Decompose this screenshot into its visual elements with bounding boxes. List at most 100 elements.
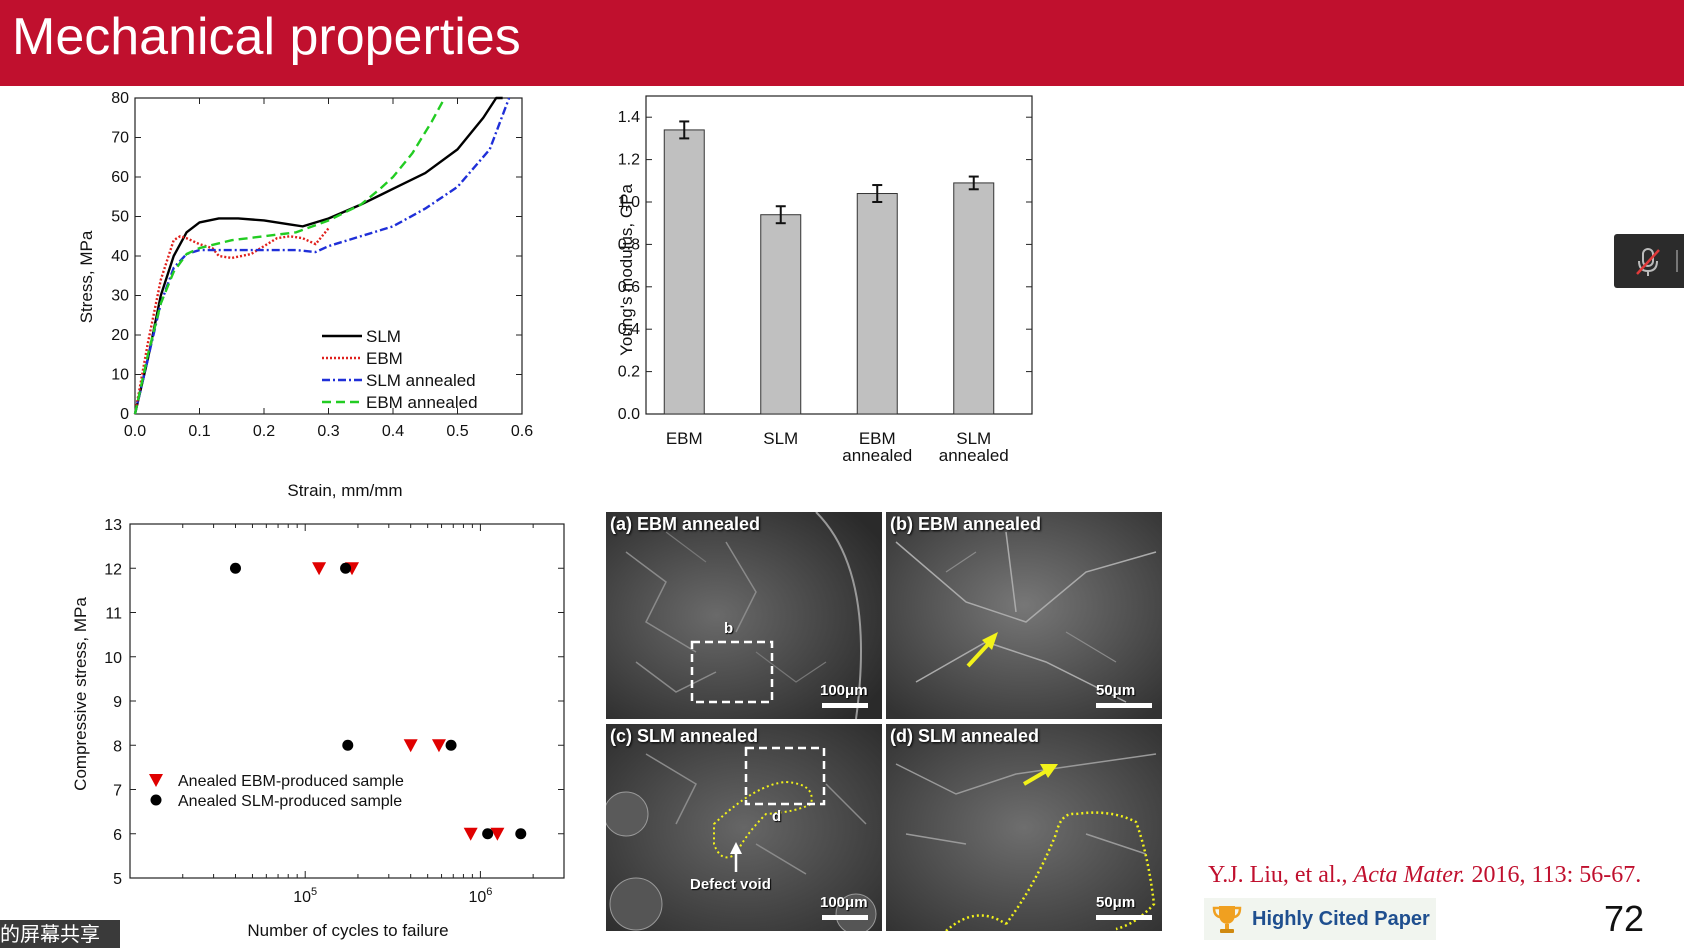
fatigue-plot-frame <box>129 523 565 879</box>
stress-strain-ytick-label: 0 <box>120 406 129 423</box>
meeting-mic-widget[interactable] <box>1614 234 1684 288</box>
stress-strain-ytick-label: 70 <box>111 130 129 147</box>
fatigue-point-ebm <box>403 739 418 753</box>
fatigue-point-slm <box>515 828 527 840</box>
modulus-ylabel: Young's modulus, GPa <box>617 184 636 356</box>
citation-rest: 2016, 113: 56-67. <box>1465 862 1642 888</box>
fatigue-point-slm <box>342 739 354 751</box>
stress-strain-ytick-label: 60 <box>111 169 129 186</box>
modulus-ytick-label: 1.4 <box>618 109 640 126</box>
micrograph-b-scale-bar <box>1096 703 1152 708</box>
micrograph-d-label: (d) SLM annealed <box>890 726 1040 746</box>
modulus-category-label: SLM <box>763 429 798 448</box>
fatigue-ylabel: Compressive stress, MPa <box>71 597 90 791</box>
fatigue-ytick-label: 5 <box>113 871 122 888</box>
modulus-plot-frame <box>645 95 1033 415</box>
micrograph-c-label: (c) SLM annealed <box>610 726 759 746</box>
stress-strain-ytick-label: 50 <box>111 209 129 226</box>
modulus-ytick-label: 0.4 <box>618 321 640 338</box>
micrograph-a-box-label: b <box>724 620 734 637</box>
page-number: 72 <box>1604 898 1645 939</box>
fatigue-point-ebm <box>490 827 505 841</box>
fatigue-ytick-label: 11 <box>105 606 122 623</box>
modulus-ytick-label: 1.0 <box>618 194 640 211</box>
fatigue-point-ebm <box>431 739 446 753</box>
stress-strain-chart: 0.0 0.1 0.2 0.3 0.4 0.5 0.6 0 10 20 30 40 50 60 70 80 S… <box>77 90 533 500</box>
stress-strain-series-slm <box>133 96 503 415</box>
micrograph-c-box-label: d <box>772 808 782 825</box>
stress-strain-ytick-label: 30 <box>111 288 129 305</box>
trophy-icon <box>1212 906 1242 933</box>
micrograph-a-label: (a) EBM annealed <box>610 514 761 534</box>
stress-strain-xtick-label: 0.5 <box>446 423 468 440</box>
stress-strain-ylabel: Stress, MPa <box>77 230 96 323</box>
stress-strain-series-ebm <box>133 227 330 415</box>
stress-strain-ytick-label: 40 <box>111 248 129 265</box>
fatigue-legend-label: Anealed EBM-produced sample <box>178 773 404 790</box>
screen-share-banner: 的屏幕共享 <box>0 920 120 948</box>
fatigue-legend-label: Anealed SLM-produced sample <box>178 793 402 810</box>
stress-strain-legend-label: EBM annealed <box>366 393 478 412</box>
highly-cited-badge: Highly Cited Paper <box>1204 898 1436 940</box>
citation: Y.J. Liu, et al., Acta Mater. 2016, 113:… <box>1208 862 1641 889</box>
micrograph-d-scale-label: 50μm <box>1096 894 1136 911</box>
modulus-ytick-label: 0.8 <box>618 236 640 253</box>
fatigue-ytick-label: 13 <box>104 517 122 534</box>
fatigue-ytick-label: 6 <box>113 827 122 844</box>
modulus-category-label: EBM <box>666 429 703 448</box>
fatigue-point-slm <box>340 562 352 574</box>
stress-strain-xtick-label: 0.2 <box>253 423 275 440</box>
fatigue-point-slm <box>482 828 494 840</box>
modulus-ytick-label: 0.2 <box>618 364 640 381</box>
modulus-category-label: EBM annealed <box>842 429 912 465</box>
fatigue-point-slm <box>445 739 457 751</box>
fatigue-ytick-label: 7 <box>113 783 122 800</box>
micrograph-b-scale-label: 50μm <box>1096 682 1136 699</box>
fatigue-point-ebm <box>312 562 327 576</box>
stress-strain-xtick-label: 0.1 <box>188 423 210 440</box>
modulus-ytick-label: 0.0 <box>618 406 640 423</box>
modulus-ytick-label: 0.6 <box>618 279 640 296</box>
micrograph-a: (a) EBM annealed b 100μm <box>606 512 882 719</box>
citation-journal: Acta Mater. <box>1353 862 1466 888</box>
stress-strain-ytick-label: 10 <box>111 367 129 384</box>
stress-strain-xtick-label: 0.6 <box>511 423 533 440</box>
fatigue-xlabel: Number of cycles to failure <box>247 921 448 940</box>
stress-strain-legend-label: EBM <box>366 349 403 368</box>
fatigue-ytick-label: 12 <box>104 561 122 578</box>
stress-strain-xtick-label: 0.3 <box>317 423 339 440</box>
micrograph-a-scale-label: 100μm <box>820 682 868 699</box>
highly-cited-text: Highly Cited Paper <box>1252 907 1430 930</box>
youngs-modulus-chart: 0.0 0.2 0.4 0.6 0.8 1.0 1.2 1.4 EBM SLM EBM anneale… <box>617 95 1033 465</box>
modulus-bar <box>856 193 898 415</box>
stress-strain-legend-label: SLM annealed <box>366 371 476 390</box>
micrograph-c-annotation: Defect void <box>690 876 771 893</box>
muted-microphone-icon[interactable] <box>1628 241 1668 281</box>
micrograph-b: (b) EBM annealed 50μm <box>886 512 1162 719</box>
slide-header: Mechanical properties <box>0 0 1684 86</box>
micrograph-c-scale-bar <box>822 915 868 920</box>
fatigue-xtick-label: 106 <box>468 886 492 906</box>
stress-strain-ytick-label: 20 <box>111 327 129 344</box>
stress-strain-xtick-label: 0.4 <box>382 423 404 440</box>
modulus-bar <box>760 214 802 415</box>
modulus-bar <box>663 129 705 415</box>
stress-strain-legend-label: SLM <box>366 327 401 346</box>
micrograph-c-scale-label: 100μm <box>820 894 868 911</box>
modulus-category-label: SLM annealed <box>939 429 1009 465</box>
micrograph-b-label: (b) EBM annealed <box>890 514 1042 534</box>
fatigue-ytick-label: 10 <box>104 650 122 667</box>
stress-strain-ytick-label: 80 <box>111 90 129 107</box>
micrograph-c: (c) SLM annealed d Defect void 100μm <box>606 724 882 931</box>
micrograph-a-scale-bar <box>822 703 868 708</box>
stress-strain-xlabel: Strain, mm/mm <box>287 481 402 500</box>
slide-title: Mechanical properties <box>12 8 521 66</box>
citation-authors: Y.J. Liu, et al., <box>1208 862 1354 888</box>
stress-strain-series-slm-annealed <box>133 97 511 415</box>
stress-strain-series-ebm-annealed <box>133 97 446 415</box>
fatigue-xtick-label: 105 <box>293 886 317 906</box>
micrograph-d: (d) SLM annealed 50μm <box>886 724 1162 931</box>
micrograph-d-scale-bar <box>1096 915 1152 920</box>
modulus-bar <box>953 182 995 415</box>
stress-strain-plot-frame <box>134 97 523 415</box>
